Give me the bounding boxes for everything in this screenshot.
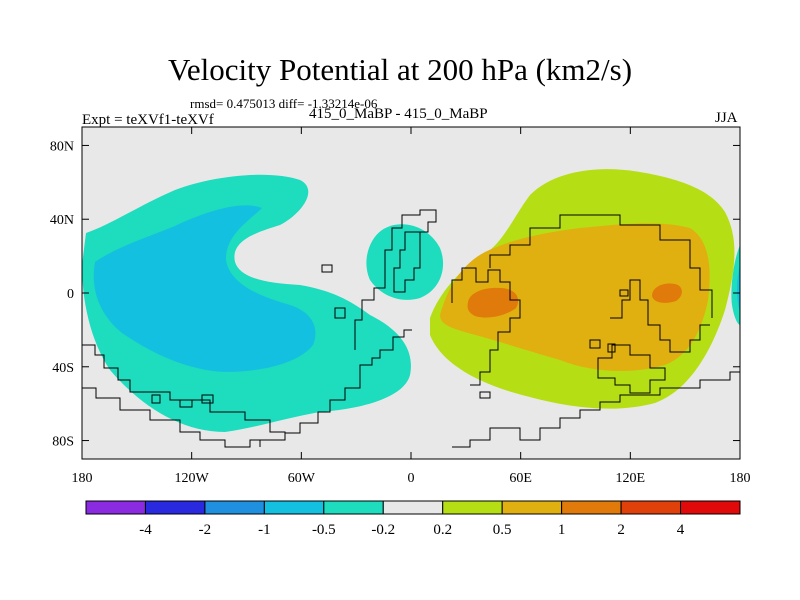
axis-ticks <box>81 127 741 459</box>
contour-fills <box>82 169 740 432</box>
colorbar-label: 0.2 <box>433 522 452 538</box>
x-tick-label: 0 <box>408 471 415 486</box>
positive-region-pacific-core <box>652 283 682 303</box>
colorbar-label: 2 <box>617 522 625 538</box>
x-tick-label: 60E <box>509 471 532 486</box>
coastline-pacific-islands <box>151 264 346 408</box>
coastline-eurasia <box>489 214 713 318</box>
coastline-antarctic-east <box>452 371 740 448</box>
colorbar-swatch <box>323 500 384 515</box>
coastline-south-america <box>259 329 412 447</box>
x-tick-label: 120W <box>175 471 210 486</box>
x-tick-labels: 180 120W 60W 0 60E 120E 180 <box>72 471 751 486</box>
x-tick-label: 120E <box>616 471 646 486</box>
colorbar-label: 1 <box>558 522 566 538</box>
x-tick-label: 180 <box>730 471 751 486</box>
season-label: JJA <box>715 110 738 126</box>
coastline-greenland <box>393 231 421 293</box>
y-tick-label: 40S <box>52 361 74 376</box>
colorbar-swatch <box>442 500 503 515</box>
coastlines <box>82 209 740 448</box>
colorbar-swatch <box>263 500 325 515</box>
colorbar-swatch <box>85 500 146 515</box>
colorbar: -4 -2 -1 -0.5 -0.2 0.2 0.5 1 2 4 <box>85 500 741 538</box>
y-tick-label: 40N <box>50 213 74 228</box>
coastline-australia <box>597 343 666 394</box>
colorbar-swatch <box>144 500 206 515</box>
coastline-southeast-asia <box>610 279 710 353</box>
coastline-north-america <box>354 209 437 350</box>
runs-label: 415_0_MaBP - 415_0_MaBP <box>309 106 488 122</box>
negative-region-atlantic <box>366 224 444 300</box>
colorbar-label: -2 <box>199 522 212 538</box>
colorbar-label: 4 <box>677 522 685 538</box>
colorbar-swatch <box>204 500 265 515</box>
y-tick-labels: 80N 40N 0 40S 80S <box>50 139 74 449</box>
colorbar-swatch <box>501 500 563 515</box>
colorbar-swatch <box>561 500 622 515</box>
colorbar-swatch <box>680 500 741 515</box>
colorbar-swatch <box>620 500 682 515</box>
colorbar-swatch <box>382 500 444 515</box>
chart-title: Velocity Potential at 200 hPa (km2/s) <box>167 52 633 87</box>
coastline-small-islands <box>479 289 629 399</box>
experiment-label: Expt = teXVf1-teXVf <box>82 112 214 128</box>
positive-region-mid <box>440 223 710 372</box>
colorbar-label: -4 <box>139 522 152 538</box>
edge-blob-east <box>731 245 740 325</box>
colorbar-label: -1 <box>258 522 271 538</box>
colorbar-label: -0.2 <box>371 522 395 538</box>
colorbar-label: 0.5 <box>493 522 512 538</box>
x-tick-label: 180 <box>72 471 93 486</box>
positive-region-indian-core <box>467 287 519 318</box>
colorbar-label: -0.5 <box>312 522 336 538</box>
stats-line: rmsd= 0.475013 diff= -1.33214e-06 <box>190 96 378 111</box>
edge-blob-east-inner <box>737 265 740 312</box>
coastline-africa <box>451 267 521 386</box>
x-tick-label: 60W <box>288 471 316 486</box>
y-tick-label: 0 <box>67 287 74 302</box>
coastline-antarctic-west <box>82 344 286 448</box>
y-tick-label: 80S <box>52 435 74 450</box>
y-tick-label: 80N <box>50 139 74 154</box>
negative-region-pacific-inner <box>93 205 316 372</box>
